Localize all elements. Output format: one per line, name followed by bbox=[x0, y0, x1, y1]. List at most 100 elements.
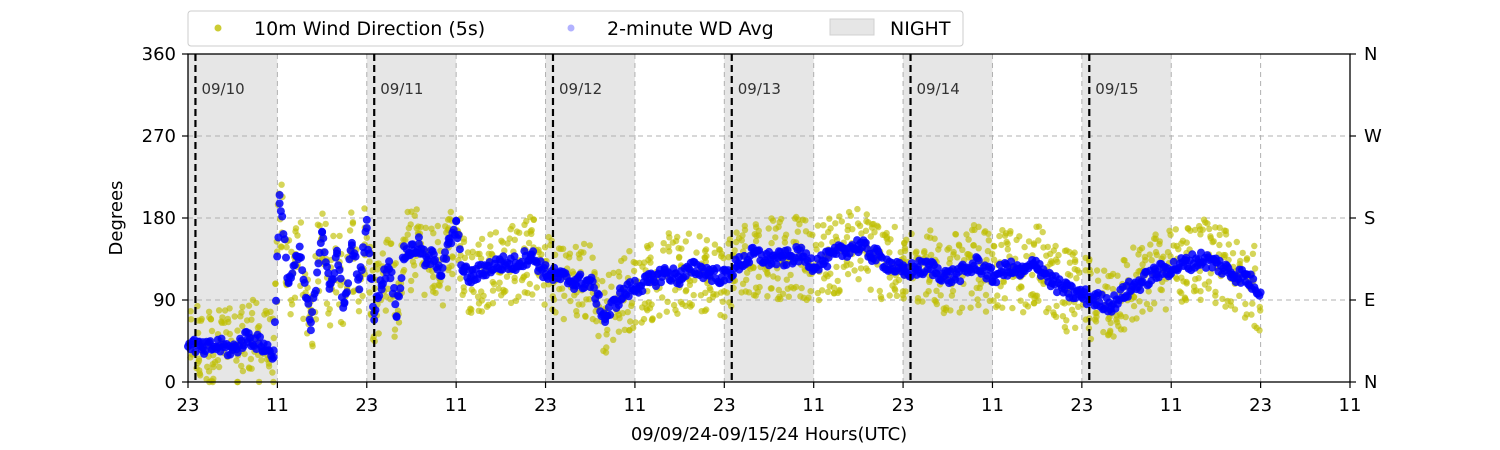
wind-direction-point bbox=[989, 250, 996, 257]
y-tick-label-1: 90 bbox=[153, 290, 176, 311]
wind-direction-point bbox=[751, 231, 758, 238]
wind-direction-point bbox=[445, 264, 453, 271]
wind-direction-point bbox=[432, 289, 439, 297]
wd-avg-point bbox=[1249, 274, 1258, 283]
wind-direction-point bbox=[474, 293, 482, 300]
wind-direction-point bbox=[690, 291, 697, 299]
day-marker-label-2: 09/12 bbox=[559, 80, 602, 98]
wind-direction-point bbox=[468, 309, 475, 316]
wind-direction-point bbox=[1153, 251, 1161, 259]
wind-direction-point bbox=[225, 318, 232, 326]
wd-avg-point bbox=[344, 279, 353, 288]
wind-direction-point bbox=[682, 238, 689, 245]
wind-direction-point bbox=[288, 297, 295, 304]
wd-avg-point bbox=[282, 253, 290, 262]
wind-direction-point bbox=[672, 306, 679, 314]
wind-direction-point bbox=[627, 318, 634, 325]
wind-direction-point bbox=[1145, 288, 1152, 295]
wind-direction-point bbox=[1243, 311, 1250, 318]
wd-avg-point bbox=[1081, 285, 1090, 294]
wind-direction-point bbox=[797, 293, 804, 300]
wd-avg-point bbox=[362, 215, 371, 224]
wind-direction-point bbox=[1231, 306, 1239, 313]
wind-direction-point bbox=[739, 232, 746, 239]
wind-direction-point bbox=[444, 285, 452, 292]
wind-direction-point bbox=[576, 254, 583, 262]
wind-direction-point bbox=[701, 254, 708, 261]
wind-direction-point bbox=[187, 316, 195, 323]
wind-direction-point bbox=[1239, 249, 1246, 257]
wind-direction-point bbox=[678, 245, 685, 252]
wind-direction-point bbox=[507, 226, 514, 233]
y-axis-ticks: 0 90 180 270 360 bbox=[142, 44, 188, 393]
wind-direction-point bbox=[1093, 309, 1100, 317]
wind-direction-point bbox=[1219, 295, 1226, 303]
wd-avg-point bbox=[371, 306, 380, 315]
wind-direction-point bbox=[752, 237, 760, 245]
wd-avg-point bbox=[1256, 288, 1265, 297]
wind-direction-point bbox=[733, 238, 740, 246]
wind-direction-point bbox=[718, 250, 725, 257]
wind-direction-point bbox=[245, 302, 253, 309]
wind-direction-point bbox=[392, 260, 399, 267]
wind-direction-point bbox=[407, 287, 415, 294]
wd-avg-point bbox=[390, 284, 399, 292]
wind-direction-point bbox=[677, 298, 684, 306]
wind-direction-point bbox=[1212, 299, 1219, 307]
wind-direction-point bbox=[511, 236, 518, 243]
wd-avg-point bbox=[269, 346, 278, 355]
wind-direction-point bbox=[1035, 297, 1042, 304]
wind-direction-point bbox=[379, 250, 386, 257]
wind-direction-point bbox=[277, 243, 285, 250]
wd-avg-point bbox=[351, 252, 360, 261]
wind-direction-point bbox=[422, 224, 429, 231]
wind-direction-point bbox=[1001, 295, 1008, 302]
wind-direction-point bbox=[900, 295, 907, 302]
wind-direction-point bbox=[1162, 306, 1170, 313]
wind-direction-point bbox=[1183, 280, 1190, 287]
x-tick-label-13: 11 bbox=[1339, 395, 1362, 416]
wind-direction-point bbox=[967, 304, 974, 311]
wind-direction-point bbox=[405, 224, 413, 232]
wind-direction-point bbox=[812, 241, 820, 249]
wind-direction-point bbox=[1029, 271, 1036, 279]
wind-direction-point bbox=[337, 282, 344, 289]
wd-avg-point bbox=[447, 239, 456, 248]
wd-avg-point bbox=[712, 264, 721, 273]
wind-direction-point bbox=[836, 213, 843, 220]
wind-direction-point bbox=[316, 222, 323, 229]
wind-direction-point bbox=[1006, 230, 1014, 237]
wind-direction-point bbox=[1059, 299, 1066, 306]
wind-direction-point bbox=[818, 287, 826, 294]
wind-direction-point bbox=[1199, 226, 1207, 233]
wind-direction-point bbox=[363, 234, 370, 241]
wind-direction-point bbox=[1251, 322, 1258, 330]
wind-direction-point bbox=[833, 263, 840, 271]
wind-direction-point bbox=[1107, 327, 1114, 334]
wind-direction-point bbox=[1129, 316, 1136, 323]
wd-avg-point bbox=[1136, 286, 1145, 295]
wind-direction-point bbox=[1193, 287, 1200, 294]
wd-avg-point bbox=[306, 318, 315, 327]
wind-direction-point bbox=[326, 306, 333, 313]
wd-avg-point bbox=[290, 261, 299, 270]
wind-direction-point bbox=[1043, 308, 1050, 316]
wd-avg-point bbox=[987, 263, 996, 272]
wind-direction-point bbox=[391, 326, 399, 333]
wind-direction-point bbox=[1130, 244, 1137, 251]
wind-direction-point bbox=[198, 315, 205, 323]
wd-avg-point bbox=[529, 247, 538, 256]
wind-direction-point bbox=[1023, 252, 1030, 260]
wind-direction-point bbox=[1120, 256, 1127, 264]
wind-direction-point bbox=[1102, 283, 1109, 290]
wind-direction-point bbox=[409, 258, 417, 265]
wd-avg-point bbox=[297, 253, 305, 262]
wind-direction-point bbox=[937, 292, 944, 299]
wind-direction-point bbox=[1205, 285, 1212, 292]
wind-direction-point bbox=[647, 259, 654, 266]
wd-avg-point bbox=[304, 299, 313, 308]
wind-direction-point bbox=[559, 245, 567, 252]
wind-direction-point bbox=[523, 218, 530, 225]
wd-avg-point bbox=[729, 271, 737, 280]
wd-avg-point bbox=[318, 228, 327, 237]
